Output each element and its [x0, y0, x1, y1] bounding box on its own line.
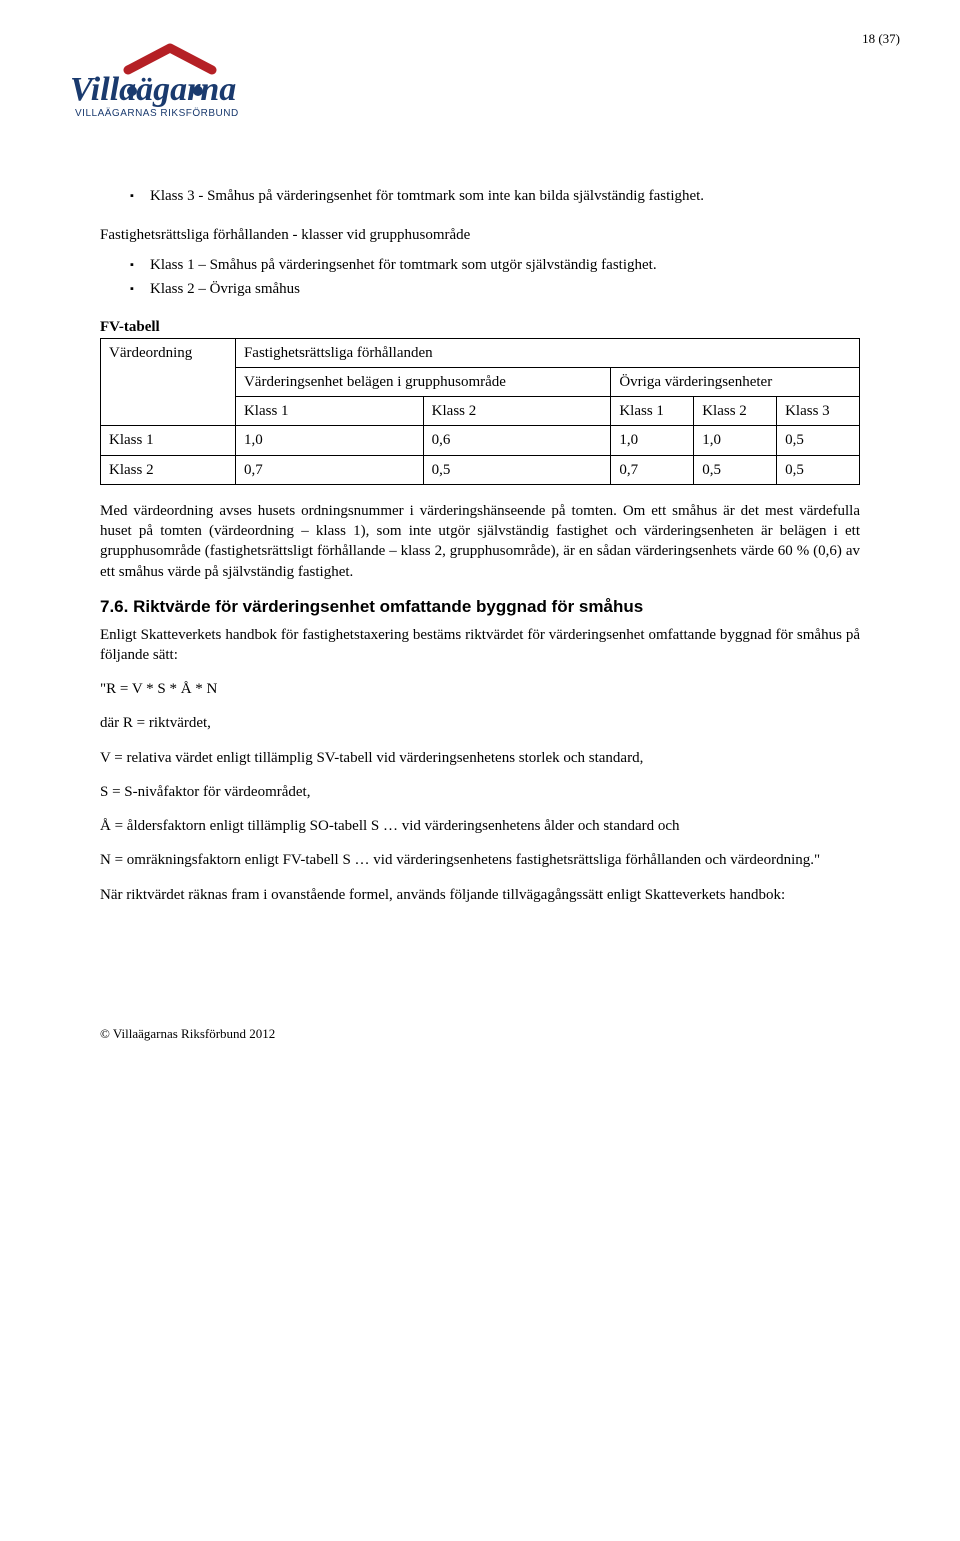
table-cell: 1,0	[235, 426, 423, 455]
bullet-list-2: ▪ Klass 1 – Småhus på värderingsenhet fö…	[130, 255, 860, 300]
table-header: Övriga värderingsenheter	[611, 367, 860, 396]
paragraph: När riktvärdet räknas fram i ovanstående…	[100, 885, 860, 905]
list-item: ▪ Klass 1 – Småhus på värderingsenhet fö…	[130, 255, 860, 275]
table-cell: 1,0	[611, 426, 694, 455]
svg-text:VILLAÄGARNAS RIKSFÖRBUND: VILLAÄGARNAS RIKSFÖRBUND	[75, 107, 239, 119]
list-item: ▪ Klass 2 – Övriga småhus	[130, 279, 860, 299]
table-cell: 0,5	[777, 426, 860, 455]
table-cell: Klass 1	[101, 426, 236, 455]
paragraph: där R = riktvärdet,	[100, 713, 860, 733]
table-header: Klass 1	[235, 397, 423, 426]
logo: Villaägarna VILLAÄGARNAS RIKSFÖRBUND	[70, 40, 860, 126]
footer-copyright: © Villaägarnas Riksförbund 2012	[100, 1025, 860, 1043]
table-cell: 0,5	[423, 455, 611, 484]
paragraph: N = omräkningsfaktorn enligt FV-tabell S…	[100, 850, 860, 870]
table-cell: 1,0	[694, 426, 777, 455]
table-header: Värdeordning	[101, 338, 236, 426]
table-header: Klass 2	[423, 397, 611, 426]
table-cell: 0,7	[611, 455, 694, 484]
paragraph: Fastighetsrättsliga förhållanden - klass…	[100, 225, 860, 245]
table-header: Klass 1	[611, 397, 694, 426]
table-label: FV-tabell	[100, 317, 860, 337]
bullet-icon: ▪	[130, 186, 150, 206]
formula: "R = V * S * Å * N	[100, 679, 860, 699]
table-header: Klass 2	[694, 397, 777, 426]
table-row: Värdeordning Fastighetsrättsliga förhåll…	[101, 338, 860, 367]
paragraph: Enligt Skatteverkets handbok för fastigh…	[100, 625, 860, 666]
svg-text:Villaägarna: Villaägarna	[70, 71, 236, 108]
table-cell: 0,5	[694, 455, 777, 484]
bullet-icon: ▪	[130, 279, 150, 299]
villaagarna-logo-icon: Villaägarna VILLAÄGARNAS RIKSFÖRBUND	[70, 40, 330, 120]
table-row: Klass 2 0,7 0,5 0,7 0,5 0,5	[101, 455, 860, 484]
table-cell: Klass 2	[101, 455, 236, 484]
table-cell: 0,5	[777, 455, 860, 484]
table-row: Klass 1 1,0 0,6 1,0 1,0 0,5	[101, 426, 860, 455]
section-heading: 7.6. Riktvärde för värderingsenhet omfat…	[100, 596, 860, 619]
bullet-icon: ▪	[130, 255, 150, 275]
bullet-list-1: ▪ Klass 3 - Småhus på värderingsenhet fö…	[130, 186, 860, 206]
table-header: Fastighetsrättsliga förhållanden	[235, 338, 859, 367]
fv-table: Värdeordning Fastighetsrättsliga förhåll…	[100, 338, 860, 485]
table-header: Värderingsenhet belägen i grupphusområde	[235, 367, 610, 396]
table-cell: 0,6	[423, 426, 611, 455]
paragraph: Med värdeordning avses husets ordningsnu…	[100, 501, 860, 582]
list-item: ▪ Klass 3 - Småhus på värderingsenhet fö…	[130, 186, 860, 206]
list-item-text: Klass 2 – Övriga småhus	[150, 279, 300, 299]
page-number: 18 (37)	[862, 30, 900, 48]
list-item-text: Klass 1 – Småhus på värderingsenhet för …	[150, 255, 657, 275]
list-item-text: Klass 3 - Småhus på värderingsenhet för …	[150, 186, 704, 206]
table-header: Klass 3	[777, 397, 860, 426]
paragraph: V = relativa värdet enligt tillämplig SV…	[100, 748, 860, 768]
table-cell: 0,7	[235, 455, 423, 484]
paragraph: Å = åldersfaktorn enligt tillämplig SO-t…	[100, 816, 860, 836]
paragraph: S = S-nivåfaktor för värdeområdet,	[100, 782, 860, 802]
